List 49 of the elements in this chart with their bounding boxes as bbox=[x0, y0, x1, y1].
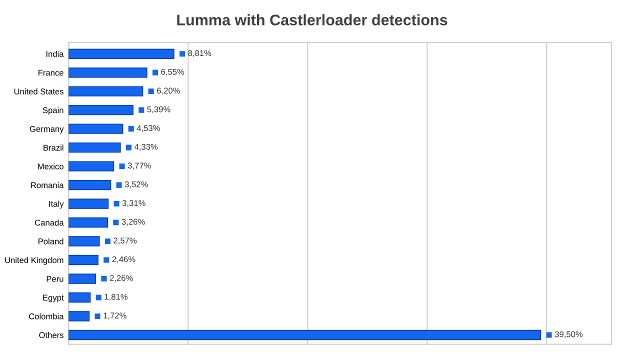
y-tick-label: Poland bbox=[38, 238, 64, 244]
y-tick-label: Canada bbox=[35, 220, 64, 226]
data-label: 8,81% bbox=[188, 50, 212, 58]
bar bbox=[68, 124, 124, 134]
chart-title: Lumma with Castlerloader detections bbox=[177, 14, 448, 26]
data-label: 3,77% bbox=[128, 162, 151, 170]
data-label: 3,52% bbox=[124, 181, 148, 188]
bar bbox=[68, 104, 134, 116]
y-tick-label: Brazil bbox=[44, 144, 64, 151]
y-tick-label: Spain bbox=[42, 107, 64, 115]
data-label: 1,81% bbox=[104, 294, 128, 301]
bar bbox=[68, 198, 109, 209]
data-label: 2,46% bbox=[112, 256, 136, 264]
bar bbox=[68, 86, 144, 96]
bar bbox=[68, 67, 148, 78]
bar bbox=[68, 48, 174, 59]
y-tick-label: Egypt bbox=[43, 294, 64, 302]
bar bbox=[68, 180, 112, 190]
data-label: 5,39% bbox=[147, 106, 170, 114]
data-label: 2,57% bbox=[114, 238, 137, 244]
y-tick-label: France bbox=[38, 70, 64, 76]
bar bbox=[68, 292, 91, 303]
y-tick-label: United States bbox=[14, 88, 64, 94]
bar bbox=[68, 236, 100, 246]
y-tick-label: Colombia bbox=[29, 313, 64, 320]
data-label: 4,33% bbox=[134, 144, 158, 151]
data-label: 3,31% bbox=[122, 200, 146, 208]
data-label: 6,20% bbox=[157, 88, 180, 95]
data-label: 2,26% bbox=[110, 275, 133, 282]
y-tick-label: Germany bbox=[30, 126, 64, 134]
bar bbox=[68, 330, 542, 340]
y-tick-label: Italy bbox=[49, 200, 64, 209]
bar bbox=[68, 274, 96, 284]
bar bbox=[68, 254, 98, 266]
data-label: 3,26% bbox=[122, 218, 145, 226]
y-tick-label: Mexico bbox=[38, 163, 64, 170]
bar bbox=[68, 311, 90, 322]
y-tick-label: United Kingdom bbox=[5, 256, 64, 265]
bar bbox=[68, 217, 108, 228]
data-label: 39,50% bbox=[554, 331, 583, 338]
data-label: 6,55% bbox=[161, 68, 184, 76]
y-tick-label: Others bbox=[39, 332, 64, 338]
y-tick-label: Romania bbox=[31, 182, 64, 188]
y-tick-label: Peru bbox=[46, 276, 64, 282]
bar bbox=[68, 161, 114, 172]
data-label: 1,72% bbox=[104, 312, 126, 320]
data-label: 4,53% bbox=[136, 125, 160, 132]
bar bbox=[68, 142, 121, 153]
y-tick-label: India bbox=[46, 50, 64, 57]
